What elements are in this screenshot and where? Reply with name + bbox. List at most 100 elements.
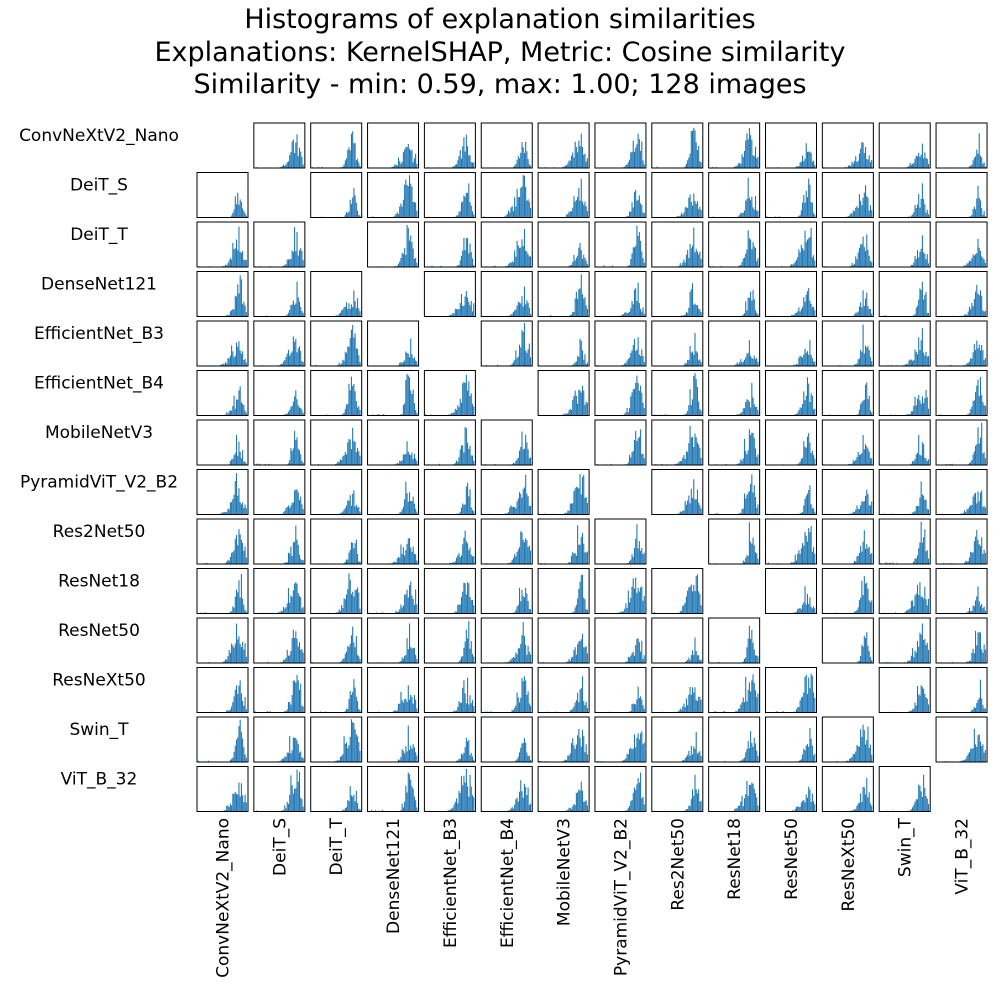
histogram-frame <box>537 172 590 218</box>
histogram-bar <box>636 524 638 564</box>
histogram-bar <box>227 263 229 267</box>
histogram-bar <box>237 592 239 614</box>
col-label-13: ViT_B_32 <box>953 818 973 895</box>
histogram-bar <box>630 801 632 812</box>
histogram-bar <box>597 760 599 762</box>
histogram-bar <box>633 388 636 416</box>
histogram-bar <box>984 310 986 317</box>
histogram-bar <box>857 207 859 218</box>
histogram-bar <box>287 752 290 762</box>
histogram-bar <box>799 355 801 366</box>
histogram-bar <box>281 810 283 812</box>
histogram-bar <box>860 729 862 762</box>
histogram-bar <box>809 597 811 614</box>
histogram-bar <box>745 253 747 267</box>
histogram-bar <box>242 738 244 762</box>
histogram-DeiT_S-vs-EfficientNet_B3 <box>423 172 476 218</box>
histogram-bar <box>746 495 748 515</box>
histogram-bar <box>978 443 980 465</box>
histogram-bar <box>396 612 398 614</box>
histogram-bar <box>862 400 864 416</box>
histogram-bar <box>238 341 240 366</box>
histogram-bar <box>336 612 338 614</box>
histogram-Swin_T-vs-EfficientNet_B4 <box>480 716 533 763</box>
histogram-bar <box>871 361 873 366</box>
histogram-bar <box>757 693 759 713</box>
histogram-frame <box>196 568 249 614</box>
histogram-bar <box>857 311 859 317</box>
histogram-bar <box>757 210 759 218</box>
histogram-bar <box>400 461 402 465</box>
histogram-bar <box>723 711 725 713</box>
histogram-ResNet50-vs-ResNet18 <box>708 617 761 664</box>
histogram-bar <box>626 360 628 366</box>
histogram-bar <box>914 558 916 564</box>
histogram-bar <box>979 679 982 713</box>
histogram-bar <box>635 382 637 416</box>
histogram-bar <box>909 660 911 663</box>
histogram-bar <box>981 422 983 465</box>
histogram-bar <box>410 235 412 267</box>
histogram-bar <box>355 307 357 317</box>
histogram-bar <box>972 400 974 416</box>
histogram-bar <box>709 265 711 267</box>
histogram-bar <box>394 710 396 713</box>
histogram-bar <box>907 414 909 416</box>
histogram-bar <box>408 699 411 713</box>
histogram-bar <box>808 786 810 812</box>
histogram-bar <box>457 513 459 515</box>
histogram-bar <box>853 364 856 366</box>
histogram-bar <box>234 538 236 564</box>
histogram-bar <box>971 164 973 168</box>
histogram-bar <box>983 452 985 465</box>
histogram-frame <box>765 271 817 317</box>
histogram-bar <box>920 596 922 614</box>
histogram-bar <box>805 495 807 515</box>
histogram-ResNeXt50-vs-Res2Net50 <box>651 667 704 713</box>
histogram-bar <box>745 676 747 713</box>
histogram-bar <box>803 748 805 762</box>
histogram-bar <box>298 771 301 812</box>
histogram-bar <box>741 460 743 465</box>
histogram-bar <box>355 589 357 614</box>
histogram-bar <box>449 809 451 812</box>
histogram-bar <box>404 753 406 762</box>
histogram-bar <box>580 133 582 168</box>
histogram-bar <box>742 560 744 564</box>
histogram-bar <box>401 607 403 614</box>
histogram-bar <box>977 239 979 267</box>
histogram-bar <box>302 806 304 812</box>
histogram-bar <box>692 754 694 762</box>
histogram-bar <box>740 513 742 515</box>
histogram-bar <box>813 606 815 614</box>
histogram-bar <box>405 147 407 168</box>
histogram-bar <box>747 297 749 317</box>
histogram-bar <box>359 361 361 366</box>
histogram-bar <box>511 206 513 218</box>
histogram-bar <box>806 151 808 168</box>
histogram-bar <box>978 295 980 317</box>
histogram-bar <box>467 543 469 564</box>
histogram-frame <box>594 766 647 812</box>
histogram-ResNeXt50-vs-EfficientNet_B3 <box>423 667 476 713</box>
histogram-bar <box>926 798 928 812</box>
histogram-DeiT_T-vs-Swin_T <box>878 221 931 268</box>
histogram-bar <box>301 409 303 416</box>
histogram-bar <box>458 701 460 713</box>
histogram-bar <box>757 504 759 515</box>
histogram-bar <box>243 360 245 366</box>
histogram-bar <box>766 216 768 218</box>
histogram-bar <box>402 454 404 465</box>
histogram-bar <box>317 463 319 465</box>
histogram-bar <box>642 744 644 762</box>
histogram-bar <box>526 300 528 317</box>
histogram-bar <box>924 639 926 663</box>
histogram-bar <box>973 493 975 515</box>
histogram-bar <box>856 556 858 564</box>
histogram-bar <box>700 755 702 762</box>
histogram-frame <box>651 419 704 466</box>
histogram-bar <box>810 453 812 465</box>
histogram-bar <box>742 661 744 663</box>
histogram-bar <box>752 155 754 168</box>
histogram-bar <box>416 412 418 416</box>
